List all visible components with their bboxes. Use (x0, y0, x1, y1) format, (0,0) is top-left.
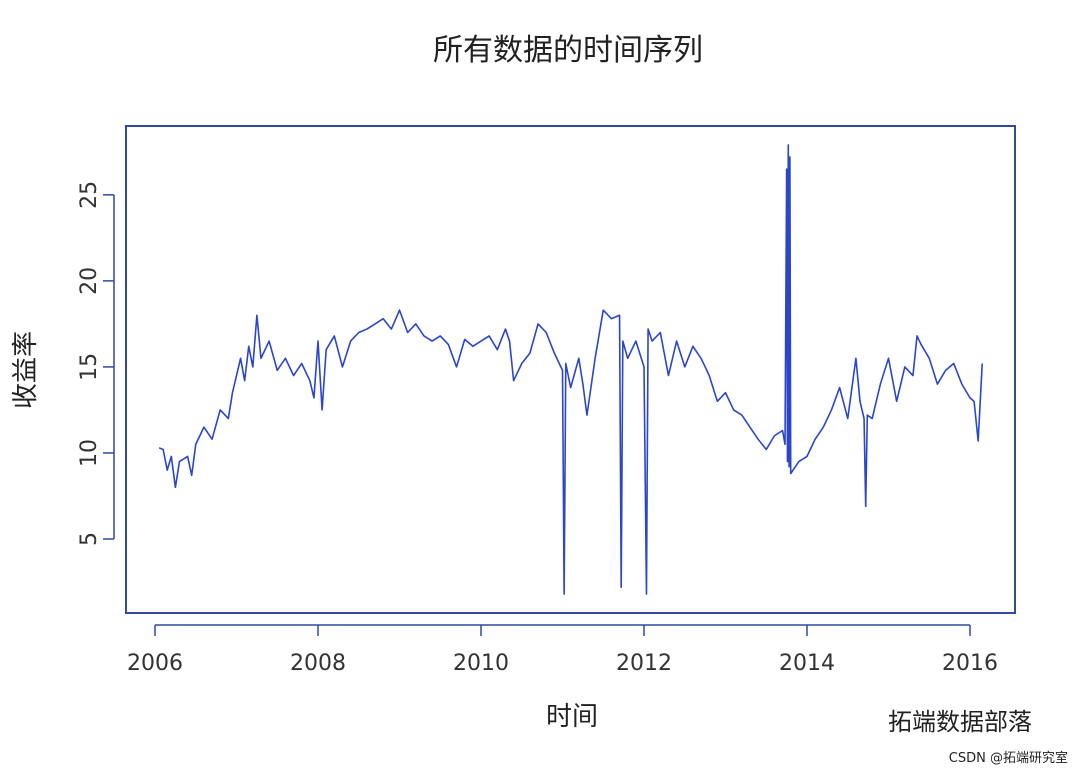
y-axis-label: 收益率 (11, 331, 41, 409)
x-tick-label: 2006 (127, 651, 183, 676)
x-axis-label: 时间 (546, 702, 598, 732)
chart-title: 所有数据的时间序列 (433, 33, 703, 68)
y-tick-label: 20 (77, 267, 102, 295)
x-tick-label: 2012 (616, 651, 672, 676)
y-tick-label: 15 (77, 353, 102, 381)
watermark-brand: 拓端数据部落 (888, 708, 1032, 736)
x-tick-label: 2016 (942, 651, 998, 676)
plot-box (125, 125, 1016, 614)
x-tick-label: 2014 (779, 651, 835, 676)
y-tick-label: 25 (77, 181, 102, 209)
y-tick-label: 10 (77, 439, 102, 467)
x-tick-label: 2008 (290, 651, 346, 676)
y-tick-label: 5 (77, 532, 102, 546)
x-tick-label: 2010 (453, 651, 509, 676)
data-line (158, 144, 984, 595)
watermark-credit: CSDN @拓端研究室 (949, 750, 1068, 766)
